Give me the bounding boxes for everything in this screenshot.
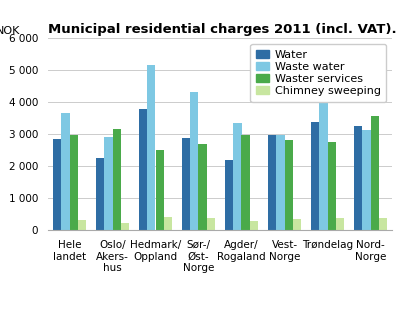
Bar <box>268 135 276 230</box>
Bar <box>190 92 198 230</box>
Bar <box>362 130 370 230</box>
Bar <box>53 139 61 230</box>
Bar <box>336 218 344 230</box>
Bar <box>164 217 172 230</box>
Bar <box>207 218 215 230</box>
Bar <box>61 113 70 230</box>
Bar <box>319 100 328 230</box>
Bar <box>284 140 293 230</box>
Legend: Water, Waste water, Waster services, Chimney sweeping: Water, Waste water, Waster services, Chi… <box>250 44 386 102</box>
Bar <box>311 122 319 230</box>
Bar <box>147 65 156 230</box>
Text: Municipal residential charges 2011 (incl. VAT). NOK: Municipal residential charges 2011 (incl… <box>48 23 400 36</box>
Bar <box>250 221 258 230</box>
Bar <box>78 220 86 230</box>
Bar <box>70 135 78 230</box>
Bar <box>293 219 301 230</box>
Bar <box>370 116 379 230</box>
Bar <box>96 158 104 230</box>
Bar <box>276 135 284 230</box>
Bar <box>328 142 336 230</box>
Bar <box>354 126 362 230</box>
Bar <box>104 137 112 230</box>
Bar <box>121 223 129 230</box>
Bar <box>233 123 242 230</box>
Y-axis label: NOK: NOK <box>0 27 20 36</box>
Bar <box>242 135 250 230</box>
Bar <box>198 144 207 230</box>
Bar <box>112 129 121 230</box>
Bar <box>156 150 164 230</box>
Bar <box>182 138 190 230</box>
Bar <box>379 218 387 230</box>
Bar <box>225 160 233 230</box>
Bar <box>139 109 147 230</box>
